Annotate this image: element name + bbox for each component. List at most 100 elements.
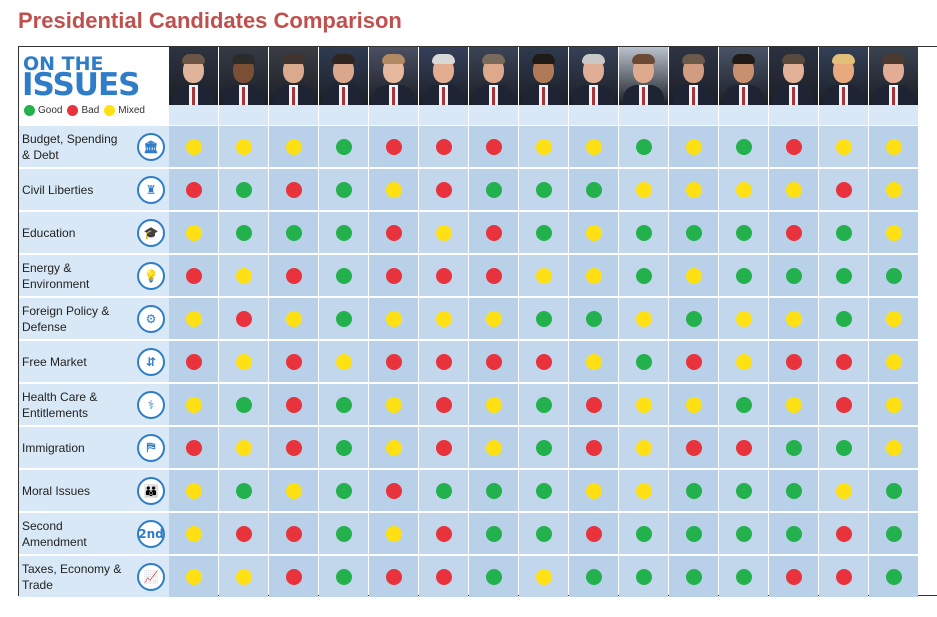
rating-dot — [235, 525, 252, 542]
rating-cell — [569, 255, 618, 296]
hair — [182, 54, 205, 64]
rating-cell — [369, 513, 418, 554]
rating-cell — [869, 298, 918, 339]
tie — [342, 87, 345, 105]
tie — [692, 87, 695, 105]
rating-cell — [569, 169, 618, 210]
rating-dot — [685, 138, 702, 155]
rating-dot — [635, 525, 652, 542]
candidate-column-13 — [769, 47, 818, 125]
rating-dot — [535, 439, 552, 456]
candidate-photo — [169, 47, 218, 105]
rating-dot — [685, 568, 702, 585]
rating-cell — [219, 255, 268, 296]
rating-cell — [719, 513, 768, 554]
rating-cell — [519, 341, 568, 382]
tie — [542, 87, 545, 105]
rating-dot — [385, 525, 402, 542]
rating-dot — [435, 525, 452, 542]
rating-dot — [285, 138, 302, 155]
candidate-photo — [569, 47, 618, 105]
rating-dot — [585, 310, 602, 327]
rating-cell — [269, 470, 318, 511]
rating-dot — [835, 267, 852, 284]
logo-line1: ON THE — [23, 53, 104, 75]
rating-dot — [335, 525, 352, 542]
rating-dot — [785, 568, 802, 585]
rating-cell — [169, 255, 218, 296]
rating-cell — [519, 513, 568, 554]
rating-cell — [769, 384, 818, 425]
rating-cell — [219, 384, 268, 425]
rating-cell — [719, 384, 768, 425]
legend-bad-dot — [67, 105, 79, 116]
rating-cell — [519, 384, 568, 425]
rating-cell — [469, 341, 518, 382]
hair — [432, 54, 455, 64]
rating-dot — [735, 310, 752, 327]
candidate-photo — [819, 47, 868, 105]
rating-dot — [285, 396, 302, 413]
candidate-photo — [519, 47, 568, 105]
rating-dot — [685, 482, 702, 499]
rating-cell — [569, 470, 618, 511]
rating-cell — [619, 513, 668, 554]
rating-dot — [385, 353, 402, 370]
rating-dot — [785, 439, 802, 456]
supply-demand-icon: ⇵ — [137, 347, 165, 376]
rating-cell — [769, 212, 818, 253]
rating-dot — [385, 396, 402, 413]
rating-cell — [319, 169, 368, 210]
rating-dot — [285, 482, 302, 499]
rating-dot — [185, 138, 202, 155]
candidate-column-4 — [319, 47, 368, 125]
issue-row-label: Second Amendment 2nd — [19, 513, 169, 554]
tie — [592, 87, 595, 105]
hair — [582, 54, 605, 64]
rating-cell — [369, 556, 418, 597]
rating-dot — [835, 138, 852, 155]
rating-dot — [685, 310, 702, 327]
rating-dot — [535, 224, 552, 241]
rating-cell — [819, 427, 868, 468]
rating-cell — [719, 470, 768, 511]
issue-label: Free Market — [22, 354, 87, 369]
rating-cell — [169, 513, 218, 554]
rating-cell — [669, 212, 718, 253]
caduceus-icon: ⚕ — [137, 390, 165, 419]
rating-cell — [219, 556, 268, 597]
rating-dot — [285, 181, 302, 198]
legend-mixed: Mixed — [104, 105, 145, 116]
rising-chart-icon: 📈 — [137, 562, 165, 591]
rating-dot — [185, 310, 202, 327]
rating-dot — [785, 181, 802, 198]
rating-dot — [185, 396, 202, 413]
rating-dot — [335, 138, 352, 155]
rating-dot — [485, 267, 502, 284]
candidate-column-11 — [669, 47, 718, 125]
rating-cell — [319, 212, 368, 253]
rating-cell — [669, 513, 718, 554]
rating-dot — [835, 181, 852, 198]
rating-dot — [535, 353, 552, 370]
rating-cell — [619, 298, 668, 339]
issue-row-label: Energy & Environment 💡 — [19, 255, 169, 296]
rating-dot — [635, 482, 652, 499]
rating-cell — [719, 126, 768, 167]
issue-row-label: Moral Issues 👪 — [19, 470, 169, 511]
rating-cell — [419, 427, 468, 468]
rating-cell — [719, 341, 768, 382]
rating-dot — [735, 138, 752, 155]
rating-dot — [485, 568, 502, 585]
rating-cell — [819, 126, 868, 167]
rating-cell — [269, 126, 318, 167]
rating-dot — [585, 353, 602, 370]
rating-cell — [819, 341, 868, 382]
issue-label: Civil Liberties — [22, 182, 94, 197]
rating-cell — [869, 255, 918, 296]
rating-dot — [535, 568, 552, 585]
hair — [782, 54, 805, 64]
rating-dot — [235, 439, 252, 456]
hair — [732, 54, 755, 64]
issue-label: Energy & Environment — [22, 260, 90, 291]
